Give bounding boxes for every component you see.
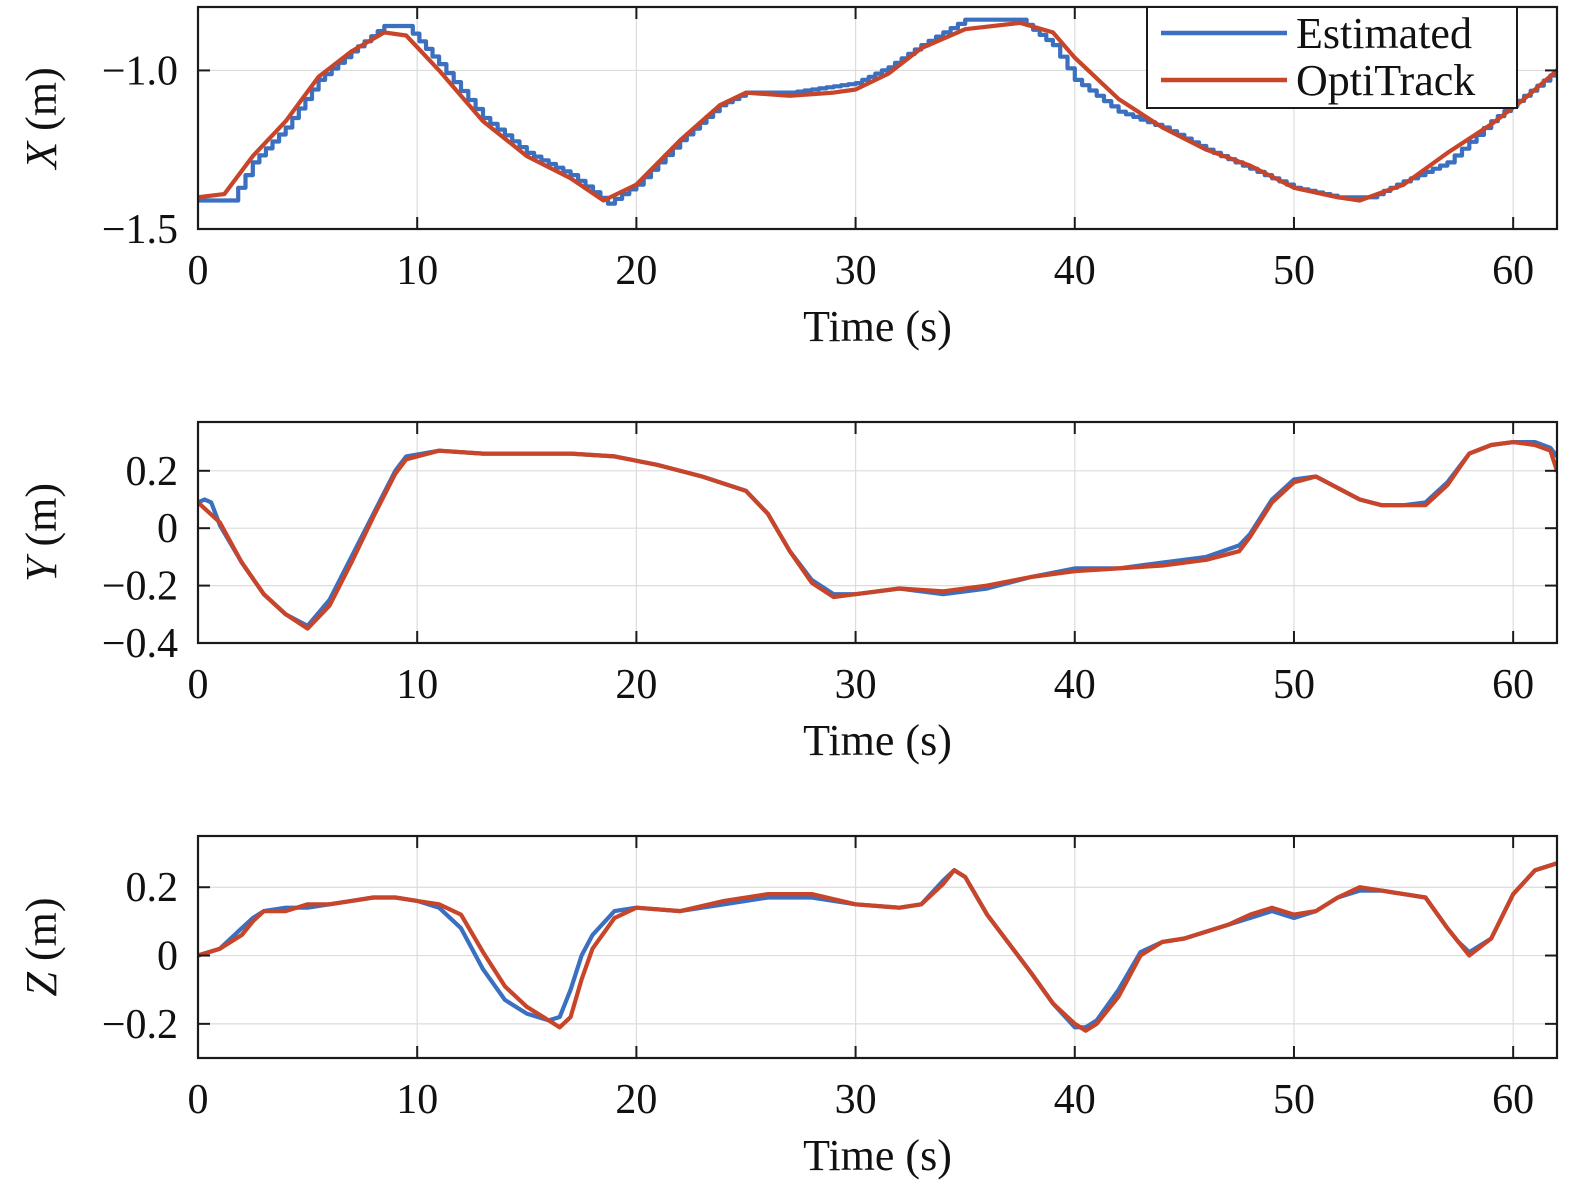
x-tick-label: 30 xyxy=(835,662,877,708)
x-axis-label: Time (s) xyxy=(803,1131,952,1180)
x-tick-label: 10 xyxy=(396,662,438,708)
axes-frame xyxy=(196,834,1559,1060)
x-tick-label: 40 xyxy=(1054,662,1096,708)
subplot-y: 0 10 20 30 40 50 60 −0.4 −0.2 0 0.2 Time (s) Y (m) xyxy=(17,420,1559,765)
y-tick-label: 0.2 xyxy=(126,865,179,911)
legend-box xyxy=(1146,6,1518,109)
x-tick-label: 60 xyxy=(1492,1077,1534,1123)
y-axis-label: Y (m) xyxy=(17,483,66,582)
y-axis-label: Z (m) xyxy=(17,897,66,996)
y-tick-label: −1.0 xyxy=(102,48,178,94)
x-tick-label: 0 xyxy=(188,662,209,708)
x-tick-label: 60 xyxy=(1492,248,1534,294)
y-tick-label: −0.2 xyxy=(102,1002,178,1048)
x-axis-label: Time (s) xyxy=(803,302,952,351)
y-axis-variable: Z xyxy=(17,972,66,997)
y-tick-label: 0 xyxy=(157,934,178,980)
y-tick-label: −0.4 xyxy=(102,621,178,667)
y-tick-label: −0.2 xyxy=(102,564,178,610)
y-axis-unit: (m) xyxy=(17,483,66,558)
y-tick-label: −1.5 xyxy=(102,207,178,253)
series-line-estimated xyxy=(198,861,1557,1030)
y-axis-variable: X xyxy=(17,140,66,171)
x-tick-label: 30 xyxy=(835,1077,877,1123)
y-axis-label: X (m) xyxy=(17,67,66,170)
x-tick-label: 10 xyxy=(396,1077,438,1123)
x-axis-label: Time (s) xyxy=(803,716,952,765)
axes-frame xyxy=(196,5,1559,231)
series-line-optitrack xyxy=(198,440,1557,631)
x-tick-label: 0 xyxy=(188,1077,209,1123)
series-line-optitrack xyxy=(198,861,1557,1033)
subplot-x: 0 10 20 30 40 50 60 −1.5 −1.0 Time (s) X (m) xyxy=(17,5,1559,351)
x-tick-label: 50 xyxy=(1273,248,1315,294)
x-tick-label: 20 xyxy=(615,1077,657,1123)
x-tick-label: 50 xyxy=(1273,1077,1315,1123)
x-tick-label: 20 xyxy=(615,248,657,294)
x-tick-label: 30 xyxy=(835,248,877,294)
y-axis-variable: Y xyxy=(17,553,66,582)
x-tick-label: 0 xyxy=(188,248,209,294)
y-tick-label: 0.2 xyxy=(126,449,179,495)
series-line-optitrack xyxy=(198,20,1557,203)
x-tick-label: 60 xyxy=(1492,662,1534,708)
y-axis-unit: (m) xyxy=(17,897,66,972)
series-line-estimated xyxy=(198,440,1557,628)
x-tick-label: 20 xyxy=(615,662,657,708)
legend-label-estimated: Estimated xyxy=(1296,9,1472,58)
axes-frame xyxy=(196,420,1559,645)
x-tick-label: 40 xyxy=(1054,248,1096,294)
y-tick-label: 0 xyxy=(157,506,178,552)
x-tick-label: 40 xyxy=(1054,1077,1096,1123)
x-tick-label: 10 xyxy=(396,248,438,294)
y-axis-unit: (m) xyxy=(17,67,66,142)
legend-label-optitrack: OptiTrack xyxy=(1296,56,1475,105)
x-tick-label: 50 xyxy=(1273,662,1315,708)
